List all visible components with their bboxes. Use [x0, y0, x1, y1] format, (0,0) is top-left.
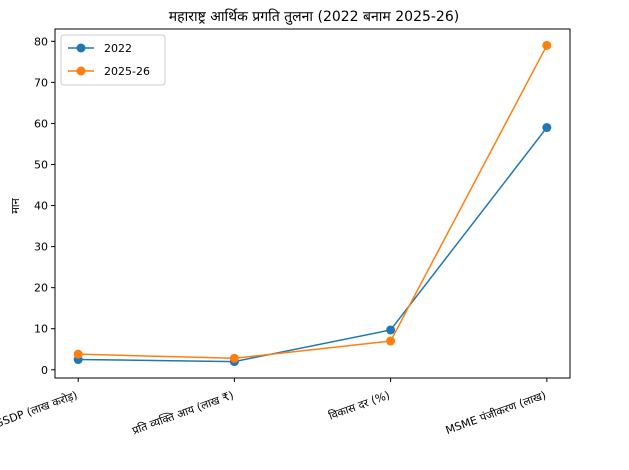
legend: 2022 2025-26 — [60, 34, 166, 86]
y-tick-label: 20 — [34, 282, 48, 295]
y-tick-label: 80 — [34, 35, 48, 48]
y-axis-label: मान — [9, 197, 22, 213]
y-tick-label: 60 — [34, 117, 48, 130]
data-point-2025-26 — [386, 336, 396, 346]
series-line-2025-26 — [78, 45, 548, 360]
y-tick-label: 30 — [34, 241, 48, 254]
y-tick-label: 40 — [34, 200, 48, 213]
data-point-2025-26 — [542, 40, 552, 50]
y-tick-label: 0 — [41, 364, 48, 377]
data-point-2022 — [386, 325, 396, 335]
plot-frame — [54, 28, 571, 379]
y-tick-label: 10 — [34, 323, 48, 336]
legend-label-2025-26: 2025-26 — [104, 65, 150, 78]
legend-label-2022: 2022 — [104, 42, 132, 55]
data-point-2022 — [542, 123, 552, 133]
data-point-2025-26 — [73, 349, 83, 359]
y-tick-label: 70 — [34, 76, 48, 89]
legend-marker-2025-26 — [76, 66, 86, 76]
data-point-2025-26 — [229, 353, 239, 363]
series-line-2022 — [78, 127, 548, 363]
y-tick-label: 50 — [34, 158, 48, 171]
series-layer — [73, 40, 552, 367]
chart-title: महाराष्ट्र आर्थिक प्रगति तुलना (2022 बना… — [169, 8, 459, 25]
legend-marker-2022 — [76, 43, 86, 53]
